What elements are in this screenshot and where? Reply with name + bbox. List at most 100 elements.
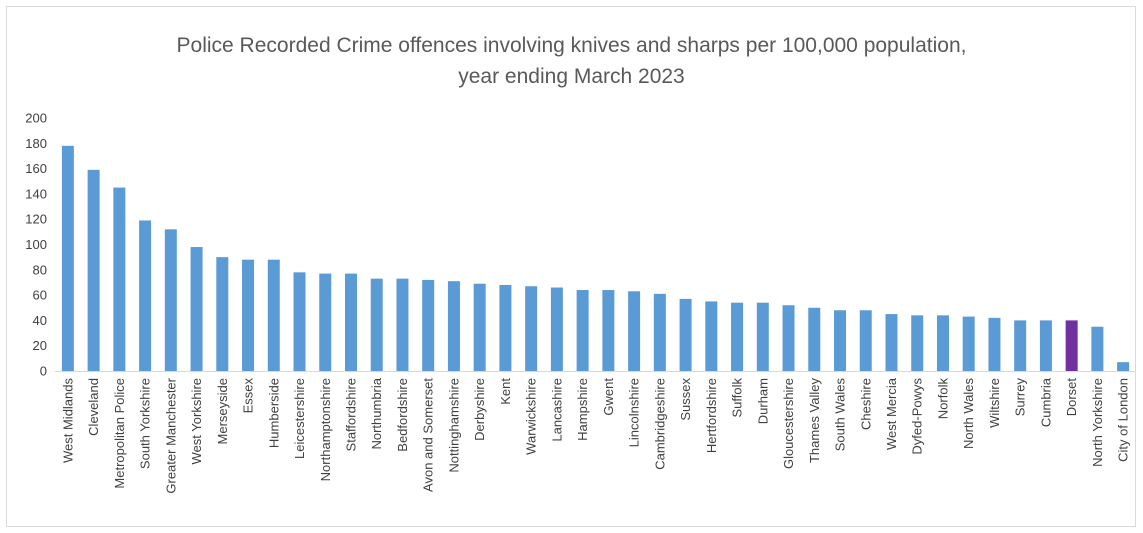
bar-dorset bbox=[1065, 320, 1078, 371]
x-category-label: Kent bbox=[498, 378, 513, 405]
x-category-label: Warwickshire bbox=[524, 378, 539, 455]
bar-norfolk bbox=[936, 315, 949, 371]
chart-title: Police Recorded Crime offences involving… bbox=[0, 30, 1143, 92]
bar-cleveland bbox=[87, 169, 100, 371]
x-category-label: Staffordshire bbox=[343, 378, 358, 451]
y-tick-label: 0 bbox=[40, 364, 47, 379]
x-category-label: Lancashire bbox=[549, 378, 564, 442]
y-tick-label: 80 bbox=[33, 262, 47, 277]
bar-gwent bbox=[602, 290, 615, 371]
chart-title-line-1: Police Recorded Crime offences involving… bbox=[176, 34, 967, 57]
x-category-label: Cumbria bbox=[1038, 377, 1053, 427]
x-category-label: City of London bbox=[1116, 378, 1131, 462]
y-tick-label: 60 bbox=[33, 288, 47, 303]
bar-cambridgeshire bbox=[653, 293, 666, 371]
x-category-label: Essex bbox=[241, 378, 256, 414]
bar-gloucestershire bbox=[782, 305, 795, 371]
bar-staffordshire bbox=[344, 273, 357, 371]
y-tick-label: 100 bbox=[25, 237, 47, 252]
bar-south-yorkshire bbox=[139, 220, 152, 371]
bar-avon-and-somerset bbox=[422, 279, 435, 371]
x-category-label: Cleveland bbox=[86, 378, 101, 436]
x-category-label: South Yorkshire bbox=[138, 378, 153, 469]
y-tick-label: 160 bbox=[25, 161, 47, 176]
x-category-label: Wiltshire bbox=[987, 378, 1002, 428]
x-category-label: West Yorkshire bbox=[189, 378, 204, 464]
bar-north-yorkshire bbox=[1091, 326, 1104, 371]
x-category-label: Hampshire bbox=[575, 378, 590, 441]
bar-cheshire bbox=[859, 310, 872, 371]
y-axis: 0 20 40 60 80 100 120 140 160 180 200 bbox=[25, 111, 47, 379]
bar-west-midlands bbox=[61, 145, 74, 371]
x-category-label: Greater Manchester bbox=[163, 377, 178, 493]
bar-west-mercia bbox=[885, 314, 898, 371]
bar-derbyshire bbox=[473, 283, 486, 371]
x-category-label: Merseyside bbox=[215, 378, 230, 444]
x-category-label: Nottinghamshire bbox=[446, 378, 461, 473]
bar-greater-manchester bbox=[164, 229, 177, 371]
bar-metropolitan-police bbox=[113, 187, 126, 371]
x-category-label: Hertfordshire bbox=[704, 378, 719, 453]
x-category-label: Durham bbox=[755, 378, 770, 424]
y-tick-label: 120 bbox=[25, 212, 47, 227]
x-category-label: North Wales bbox=[961, 378, 976, 450]
x-category-label: Avon and Somerset bbox=[421, 378, 436, 492]
x-category-label: Humberside bbox=[266, 378, 281, 448]
bar-cumbria bbox=[1039, 320, 1052, 371]
x-category-label: Leicestershire bbox=[292, 378, 307, 459]
x-category-label: West Mercia bbox=[884, 377, 899, 450]
bar-northumbria bbox=[370, 278, 383, 371]
x-category-label: West Midlands bbox=[60, 378, 75, 464]
bar-kent bbox=[499, 284, 512, 371]
x-category-label: Cheshire bbox=[858, 378, 873, 430]
bar-surrey bbox=[1014, 320, 1027, 371]
x-category-label: Bedfordshire bbox=[395, 378, 410, 452]
x-category-label: Gloucestershire bbox=[781, 378, 796, 469]
x-category-label: Suffolk bbox=[730, 378, 745, 418]
y-tick-label: 20 bbox=[33, 338, 47, 353]
bar-bedfordshire bbox=[396, 278, 409, 371]
x-category-label: Northamptonshire bbox=[318, 378, 333, 481]
x-category-label: Northumbria bbox=[369, 377, 384, 449]
x-category-label: South Wales bbox=[833, 378, 848, 452]
x-category-label: North Yorkshire bbox=[1090, 378, 1105, 467]
bar-hertfordshire bbox=[705, 301, 718, 371]
bar-lancashire bbox=[550, 287, 563, 371]
x-category-label: Metropolitan Police bbox=[112, 378, 127, 489]
bar-essex bbox=[242, 259, 255, 371]
bar-west-yorkshire bbox=[190, 247, 203, 371]
bar-humberside bbox=[267, 259, 280, 371]
bar-suffolk bbox=[731, 302, 744, 371]
chart-title-line-2: year ending March 2023 bbox=[458, 65, 685, 88]
x-category-label: Surrey bbox=[1013, 378, 1028, 417]
bar-thames-valley bbox=[808, 307, 821, 371]
bar-leicestershire bbox=[293, 272, 306, 371]
bar-lincolnshire bbox=[628, 291, 641, 371]
y-tick-label: 140 bbox=[25, 186, 47, 201]
y-tick-label: 40 bbox=[33, 313, 47, 328]
bar-north-wales bbox=[962, 316, 975, 371]
x-category-label: Sussex bbox=[678, 378, 693, 421]
bar-nottinghamshire bbox=[447, 281, 460, 371]
bar-wiltshire bbox=[988, 317, 1001, 371]
bar-durham bbox=[756, 302, 769, 371]
x-category-label: Lincolnshire bbox=[627, 378, 642, 447]
x-category-label: Dyfed-Powys bbox=[910, 378, 925, 455]
x-category-label: Dorset bbox=[1064, 378, 1079, 417]
x-category-label: Thames Valley bbox=[807, 378, 822, 464]
y-tick-label: 180 bbox=[25, 136, 47, 151]
x-category-label: Gwent bbox=[601, 378, 616, 416]
x-category-label: Derbyshire bbox=[472, 378, 487, 441]
bar-merseyside bbox=[216, 257, 229, 371]
x-axis: West Midlands Cleveland Metropolitan Polic… bbox=[55, 371, 1136, 494]
bar-city-of-london bbox=[1117, 362, 1130, 371]
bar-dyfed-powys bbox=[911, 315, 924, 371]
bar-south-wales bbox=[834, 310, 847, 371]
x-category-label: Cambridgeshire bbox=[652, 378, 667, 470]
y-tick-label: 200 bbox=[25, 111, 47, 126]
bar-hampshire bbox=[576, 290, 589, 371]
bar-northamptonshire bbox=[319, 273, 332, 371]
bar-sussex bbox=[679, 298, 692, 371]
bar-warwickshire bbox=[525, 286, 538, 371]
